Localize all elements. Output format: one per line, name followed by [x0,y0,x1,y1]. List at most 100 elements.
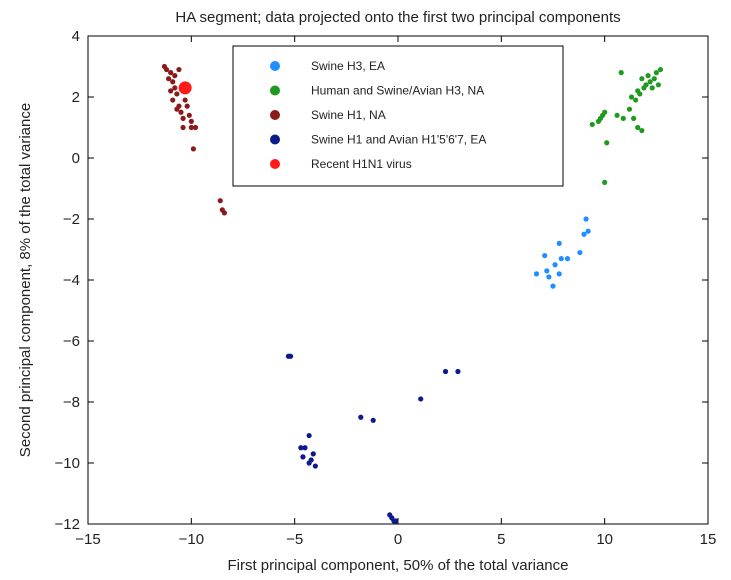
data-point [639,127,645,134]
x-tick-label: 15 [700,531,717,548]
data-point [312,463,318,469]
data-point [635,88,641,94]
x-tick-label: 0 [394,531,402,548]
legend-marker [270,134,280,145]
y-axis: −12 −10 −8 −6 −4 −2 0 2 4 [55,28,708,533]
x-tick-label: 10 [596,531,613,548]
data-point [172,85,178,91]
data-point [585,228,591,234]
y-tick-label: −6 [63,333,80,350]
x-tick-label: −15 [75,531,100,548]
data-point [306,432,312,439]
data-points [161,63,664,524]
y-tick-label: 2 [72,89,80,106]
data-point [310,451,316,457]
x-tick-label: −5 [286,531,303,548]
data-point [163,66,170,73]
data-point [550,283,556,289]
data-point [556,271,562,277]
data-point [174,106,180,112]
data-point [602,179,608,185]
data-point [184,103,190,109]
data-point [455,368,461,375]
data-point [639,76,645,82]
data-point [626,106,633,112]
data-point [618,70,624,76]
data-point [651,76,657,82]
data-point [577,249,583,256]
y-tick-label: 4 [72,28,80,45]
data-point [647,79,653,85]
data-point [370,417,376,423]
data-point [168,88,174,94]
data-point [595,118,602,124]
data-point [581,231,587,237]
y-tick-label: −8 [63,394,80,411]
data-point [631,115,637,121]
x-tick-label: 5 [497,531,505,548]
data-point [418,396,424,402]
data-point [633,97,639,103]
data-point [564,256,571,262]
data-point [556,240,562,246]
legend: Swine H3, EA Human and Swine/Avian H3, NA… [232,45,564,187]
legend-marker [270,159,280,169]
data-point [558,256,564,262]
data-point [653,70,659,76]
data-point [552,262,558,268]
legend-entry: Swine H1 and Avian H1'5'6'7, EA [311,133,486,147]
data-point [217,198,223,204]
legend-box [232,45,564,187]
data-point [180,115,186,121]
legend-entry: Swine H1, NA [311,108,386,122]
data-point [620,115,626,121]
chart-title: HA segment; data projected onto the firs… [175,9,620,26]
data-point [178,109,184,115]
y-tick-label: 0 [72,150,80,167]
data-point [221,210,227,216]
data-point [180,124,186,131]
y-tick-label: −4 [63,272,80,289]
data-point [287,353,294,359]
data-point [170,97,176,103]
data-point [170,79,176,85]
legend-entry: Swine H3, EA [311,59,385,73]
data-point [174,91,180,97]
data-point [300,454,306,460]
data-point [188,124,194,131]
legend-entry: Recent H1N1 virus [311,157,412,171]
data-point [583,216,589,222]
data-point [166,76,172,82]
data-point [546,274,552,280]
y-tick-label: −12 [55,516,80,533]
data-point [649,85,655,91]
data-point [298,445,304,451]
data-point [176,66,182,73]
data-point [657,66,664,73]
data-point [635,124,641,131]
legend-marker [270,85,280,96]
data-point [192,124,199,131]
data-point [306,460,312,466]
data-point [190,146,196,152]
data-point [172,73,178,79]
data-point [589,121,595,128]
data-point [442,368,449,375]
data-point [182,97,188,103]
data-point [614,112,620,118]
x-axis: −15 −10 −5 0 5 10 15 [75,36,716,548]
data-point [302,445,308,451]
y-axis-label: Second principal component, 8% of the to… [17,103,34,457]
x-axis-label: First principal component, 50% of the to… [227,557,568,574]
x-tick-label: −10 [179,531,204,548]
data-point [628,94,635,100]
data-point [186,112,192,118]
legend-marker [270,110,280,120]
data-point [643,82,649,88]
data-point [168,70,174,76]
data-point [188,118,194,124]
y-tick-label: −2 [63,211,80,228]
data-point [178,81,192,95]
data-point [358,414,364,420]
data-point [655,82,662,88]
